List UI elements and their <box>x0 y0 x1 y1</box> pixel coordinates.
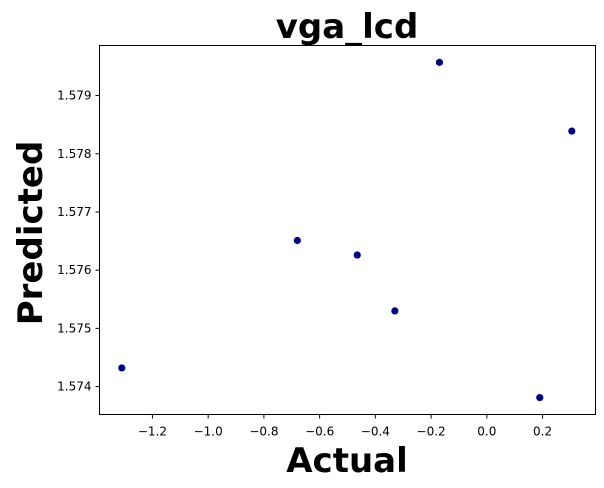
x-tick-label: 0.2 <box>533 425 552 439</box>
x-tick-label: −1.0 <box>194 425 223 439</box>
y-tick-label: 1.574 <box>57 380 91 394</box>
plot-area-frame <box>99 45 596 415</box>
data-point <box>391 307 399 315</box>
data-point <box>568 127 576 135</box>
data-points <box>118 58 576 402</box>
y-tick-label: 1.578 <box>57 147 91 161</box>
data-point <box>118 364 126 372</box>
data-point <box>435 58 444 66</box>
x-tick-label: 0.0 <box>477 425 496 439</box>
data-point <box>536 394 544 402</box>
x-tick-label: −0.8 <box>249 425 278 439</box>
y-axis-label: Predicted <box>11 141 51 326</box>
y-tick-label: 1.576 <box>57 263 91 277</box>
x-axis-label: Actual <box>286 441 408 481</box>
x-tick-label: −0.4 <box>361 425 390 439</box>
y-axis: 1.574 1.575 1.576 1.577 1.578 1.579 <box>57 89 100 394</box>
y-tick-label: 1.577 <box>57 205 91 219</box>
data-point <box>353 251 361 259</box>
data-point <box>293 236 301 245</box>
x-tick-label: −0.6 <box>305 425 334 439</box>
x-tick-label: −0.2 <box>417 425 446 439</box>
x-tick-label: −1.2 <box>138 425 167 439</box>
y-tick-label: 1.575 <box>57 321 91 335</box>
y-tick-label: 1.579 <box>57 89 91 103</box>
chart-title: vga_lcd <box>276 7 419 47</box>
x-axis: −1.2 −1.0 −0.8 −0.6 −0.4 −0.2 0.0 0.2 <box>138 414 552 439</box>
